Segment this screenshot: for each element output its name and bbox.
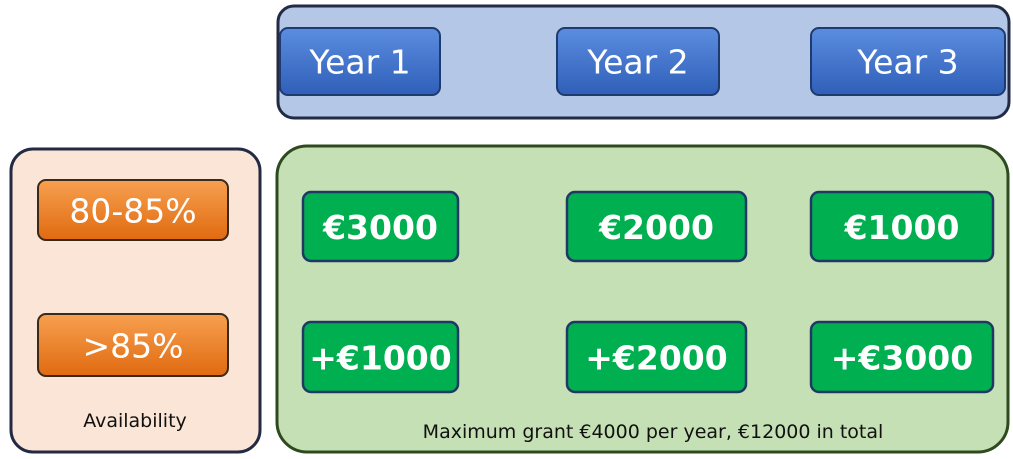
grant-amount: +€2000 [585, 339, 727, 378]
year-label: Year 2 [586, 43, 688, 82]
availability-level: 80-85% [69, 192, 196, 231]
grant-button [809, 190, 995, 263]
year-button [810, 27, 1006, 96]
grant-amount: +€1000 [309, 339, 451, 378]
year-label: Year 1 [308, 43, 410, 82]
grant-button [565, 320, 748, 394]
availability-caption: Availability [83, 410, 187, 432]
grant-button [301, 190, 460, 263]
availability-buttons: 80-85% >85% Availability [37, 179, 229, 432]
grant-amount: €1000 [844, 208, 960, 247]
year-button [279, 27, 441, 96]
availability-level: >85% [83, 327, 184, 366]
grant-button [301, 320, 460, 394]
year-button [556, 27, 720, 96]
year-label: Year 3 [856, 43, 958, 82]
grant-amount: +€3000 [831, 339, 973, 378]
grant-button [565, 190, 748, 263]
grant-amount: €2000 [598, 208, 714, 247]
year-buttons: Year 1 Year 2 Year 3 [279, 27, 1006, 96]
grant-amount: €3000 [322, 208, 438, 247]
grant-note: Maximum grant €4000 per year, €12000 in … [423, 421, 884, 443]
availability-button [37, 179, 229, 241]
grant-button [809, 320, 995, 394]
grant-buttons: €3000 €2000 €1000 +€1000 +€2000 +€3000 [301, 190, 995, 394]
availability-button [37, 313, 229, 377]
